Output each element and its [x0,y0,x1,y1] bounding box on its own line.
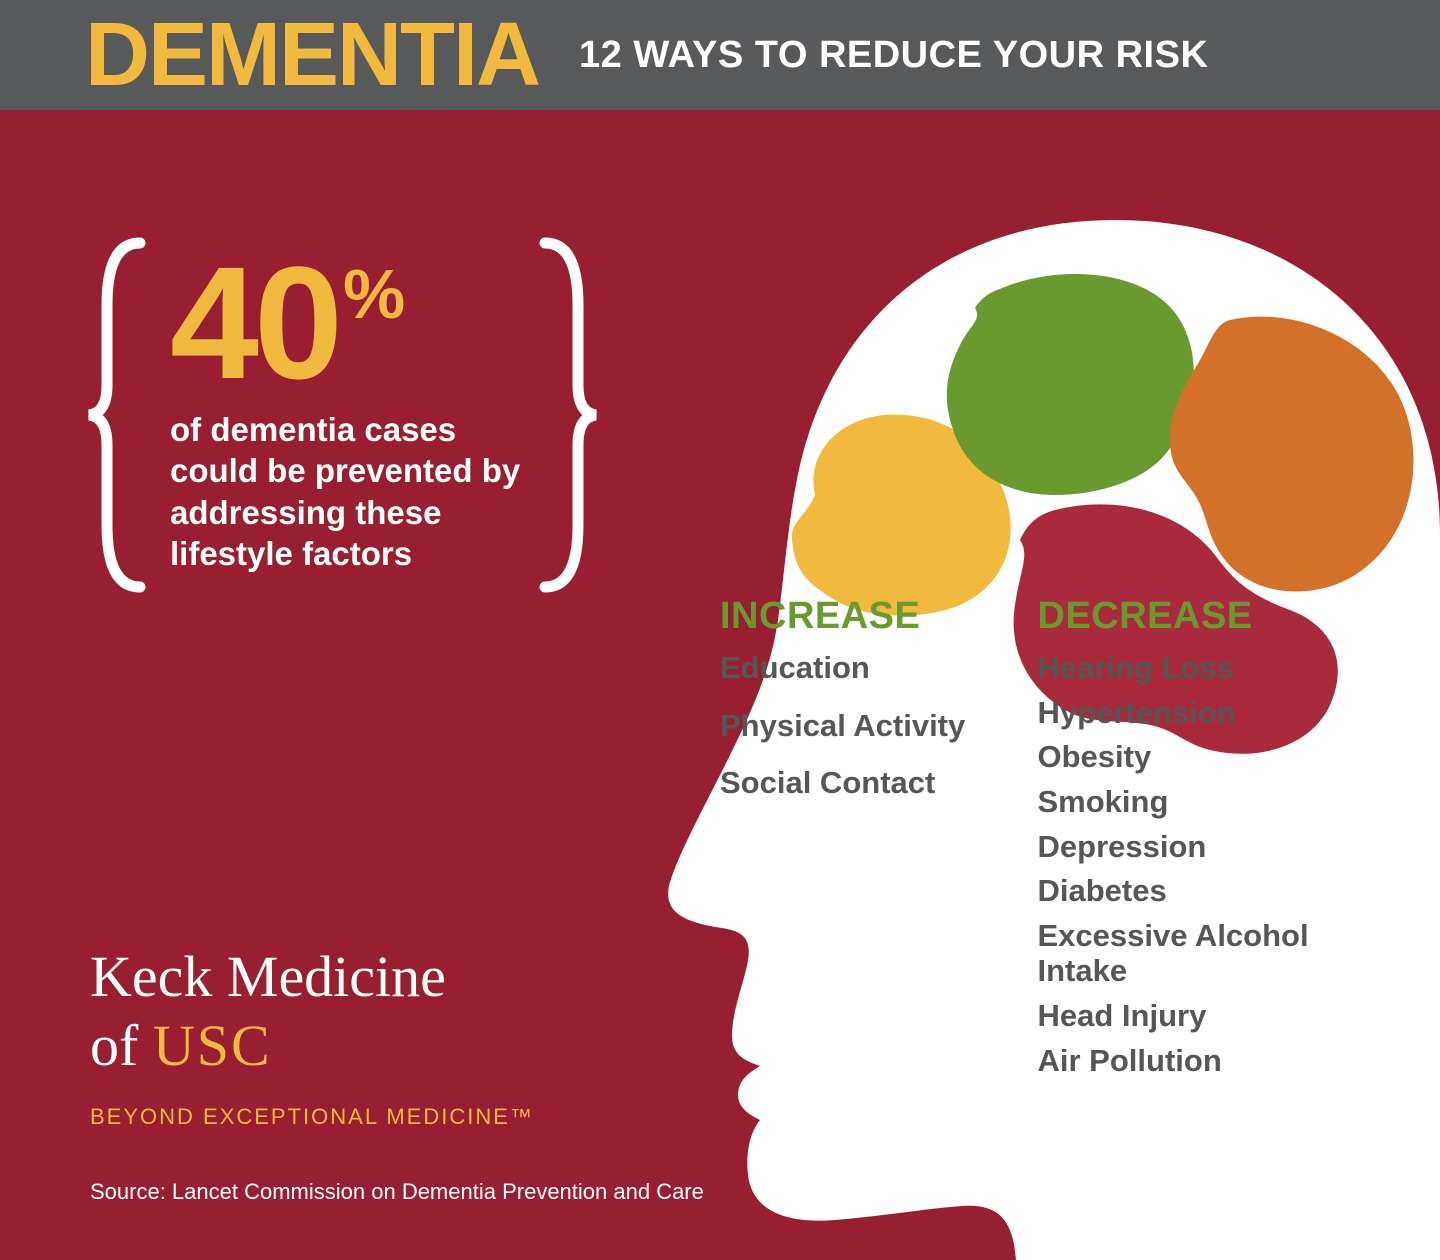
list-item: Physical Activity [720,708,1003,744]
stat-percent-sign: % [343,255,405,333]
increase-column: INCREASE Education Physical Activity Soc… [720,595,1003,1087]
list-item: Depression [1038,829,1321,865]
list-item: Hearing Loss [1038,650,1321,686]
list-item: Air Pollution [1038,1043,1321,1079]
brace-right-icon [532,235,600,595]
list-item: Obesity [1038,739,1321,775]
stat-block: 40% of dementia cases could be prevented… [90,235,595,605]
org-line2: of USC [90,1012,534,1079]
brain-lobe-green [947,274,1194,495]
list-item: Diabetes [1038,873,1321,909]
org-tagline: BEYOND EXCEPTIONAL MEDICINE™ [90,1104,534,1130]
factor-lists: INCREASE Education Physical Activity Soc… [720,595,1320,1087]
brace-left-icon [85,235,153,595]
header-bar: DEMENTIA 12 WAYS TO REDUCE YOUR RISK [0,0,1440,110]
list-item: Education [720,650,1003,686]
stat-text: of dementia cases could be prevented by … [170,409,530,574]
page-title: DEMENTIA [85,10,539,100]
body-area: 40% of dementia cases could be prevented… [0,110,1440,1260]
page-subtitle: 12 WAYS TO REDUCE YOUR RISK [579,34,1208,77]
stat-number: 40% [170,255,530,391]
increase-heading: INCREASE [720,595,1003,638]
list-item: Social Contact [720,765,1003,801]
decrease-column: DECREASE Hearing Loss Hypertension Obesi… [1038,595,1321,1087]
list-item: Smoking [1038,784,1321,820]
list-item: Head Injury [1038,998,1321,1034]
org-line1: Keck Medicine [90,943,534,1010]
decrease-heading: DECREASE [1038,595,1321,638]
list-item: Excessive Alcohol Intake [1038,918,1321,989]
org-block: Keck Medicine of USC BEYOND EXCEPTIONAL … [90,943,534,1130]
list-item: Hypertension [1038,695,1321,731]
stat-inner: 40% of dementia cases could be prevented… [170,255,530,574]
org-line2-highlight: USC [153,1013,272,1078]
org-line2-prefix: of [90,1013,153,1078]
stat-number-value: 40 [170,233,338,412]
